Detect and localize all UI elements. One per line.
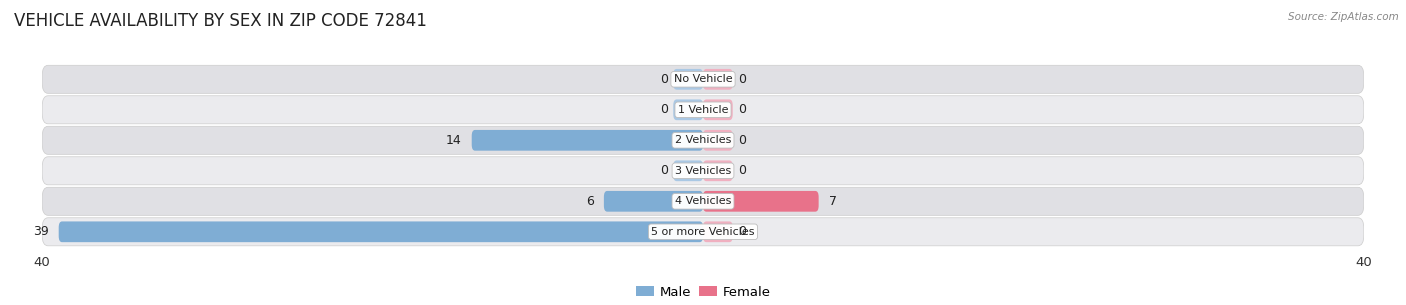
Text: 6: 6 bbox=[586, 195, 593, 208]
FancyBboxPatch shape bbox=[673, 160, 703, 181]
FancyBboxPatch shape bbox=[471, 130, 703, 151]
FancyBboxPatch shape bbox=[703, 69, 733, 90]
FancyBboxPatch shape bbox=[703, 99, 733, 120]
Text: 0: 0 bbox=[738, 103, 745, 116]
FancyBboxPatch shape bbox=[703, 191, 818, 212]
Text: 0: 0 bbox=[738, 225, 745, 238]
Text: 0: 0 bbox=[661, 164, 668, 177]
Text: 2 Vehicles: 2 Vehicles bbox=[675, 135, 731, 145]
FancyBboxPatch shape bbox=[703, 160, 733, 181]
Text: 0: 0 bbox=[738, 164, 745, 177]
Text: 1 Vehicle: 1 Vehicle bbox=[678, 105, 728, 115]
Text: 4 Vehicles: 4 Vehicles bbox=[675, 196, 731, 206]
FancyBboxPatch shape bbox=[42, 65, 1364, 93]
Legend: Male, Female: Male, Female bbox=[630, 281, 776, 304]
FancyBboxPatch shape bbox=[42, 187, 1364, 215]
FancyBboxPatch shape bbox=[673, 69, 703, 90]
FancyBboxPatch shape bbox=[42, 96, 1364, 124]
Text: 0: 0 bbox=[661, 73, 668, 86]
FancyBboxPatch shape bbox=[703, 221, 733, 242]
FancyBboxPatch shape bbox=[42, 157, 1364, 185]
FancyBboxPatch shape bbox=[59, 221, 703, 242]
Text: 3 Vehicles: 3 Vehicles bbox=[675, 166, 731, 176]
FancyBboxPatch shape bbox=[605, 191, 703, 212]
Text: Source: ZipAtlas.com: Source: ZipAtlas.com bbox=[1288, 12, 1399, 22]
Text: 0: 0 bbox=[738, 73, 745, 86]
Text: 14: 14 bbox=[446, 134, 461, 147]
Text: 7: 7 bbox=[828, 195, 837, 208]
FancyBboxPatch shape bbox=[703, 130, 733, 151]
FancyBboxPatch shape bbox=[42, 218, 1364, 246]
Text: VEHICLE AVAILABILITY BY SEX IN ZIP CODE 72841: VEHICLE AVAILABILITY BY SEX IN ZIP CODE … bbox=[14, 12, 427, 30]
Text: 0: 0 bbox=[738, 134, 745, 147]
Text: 0: 0 bbox=[661, 103, 668, 116]
FancyBboxPatch shape bbox=[42, 126, 1364, 154]
FancyBboxPatch shape bbox=[673, 99, 703, 120]
Text: 5 or more Vehicles: 5 or more Vehicles bbox=[651, 227, 755, 237]
Text: 39: 39 bbox=[32, 225, 49, 238]
Text: No Vehicle: No Vehicle bbox=[673, 74, 733, 84]
